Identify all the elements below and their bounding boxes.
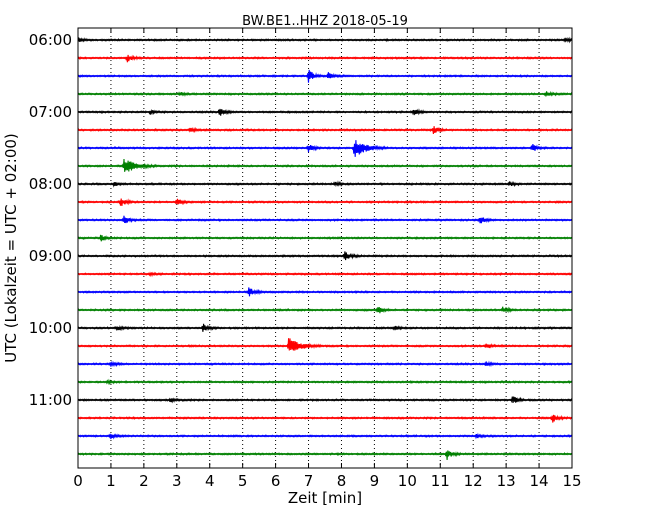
x-tick-label: 5 <box>238 472 248 490</box>
x-tick-label: 8 <box>337 472 347 490</box>
y-axis-label: UTC (Lokalzeit = UTC + 02:00) <box>2 133 20 363</box>
x-tick-label: 13 <box>497 472 516 490</box>
x-tick-label: 14 <box>530 472 549 490</box>
chart-title: BW.BE1..HHZ 2018-05-19 <box>242 14 408 29</box>
x-tick-label: 9 <box>370 472 380 490</box>
y-tick-label: 07:00 <box>29 103 72 121</box>
x-tick-label: 7 <box>304 472 314 490</box>
x-tick-label: 0 <box>73 472 83 490</box>
x-axis-label: Zeit [min] <box>288 489 362 507</box>
trace-row-23 <box>77 450 573 460</box>
y-tick-label: 09:00 <box>29 247 72 265</box>
x-tick-label: 11 <box>431 472 450 490</box>
y-tick-label: 08:00 <box>29 175 72 193</box>
x-tick-label: 4 <box>205 472 215 490</box>
x-tick-label: 1 <box>106 472 116 490</box>
seismogram-traces <box>77 36 573 460</box>
trace-row-17 <box>77 338 573 351</box>
x-tick-label: 2 <box>139 472 149 490</box>
y-tick-label: 11:00 <box>29 391 72 409</box>
x-tick-label: 3 <box>172 472 182 490</box>
grid-lines <box>110 28 540 468</box>
x-axis-ticks: 0 1 2 3 4 5 6 7 8 9 10 11 12 13 14 15 <box>73 28 582 490</box>
y-tick-label: 06:00 <box>29 31 72 49</box>
x-tick-label: 10 <box>398 472 417 490</box>
x-tick-label: 6 <box>271 472 281 490</box>
x-tick-label: 15 <box>562 472 581 490</box>
x-tick-label: 12 <box>464 472 483 490</box>
y-tick-label: 10:00 <box>29 319 72 337</box>
y-axis-ticks: 06:00 07:00 08:00 09:00 10:00 11:00 <box>29 31 83 409</box>
plot-frame <box>77 27 573 469</box>
